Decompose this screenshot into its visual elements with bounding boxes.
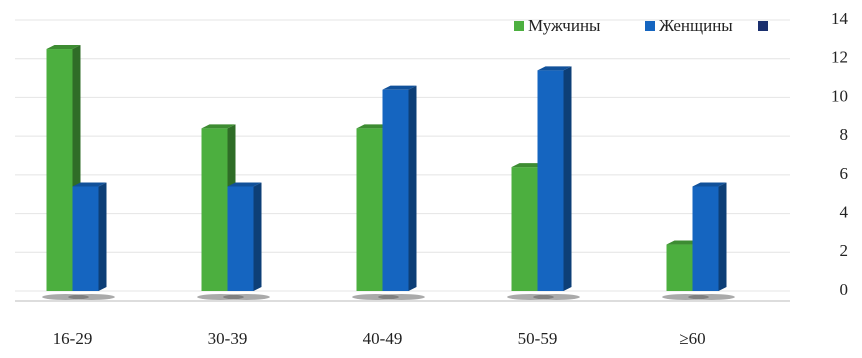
y-tick-label: 10	[831, 86, 848, 105]
y-tick-label: 2	[840, 241, 849, 260]
bar-front	[227, 186, 254, 291]
bar-shadow	[68, 294, 115, 300]
bar-top	[356, 124, 391, 129]
y-tick-label: 14	[831, 9, 849, 28]
bar-front	[201, 128, 228, 291]
bar-top	[201, 124, 236, 129]
y-tick-label: 4	[840, 202, 849, 221]
bar	[223, 182, 270, 300]
bar-top	[537, 66, 572, 71]
legend-swatch	[645, 21, 655, 31]
bar-shadow	[378, 294, 425, 300]
bar-front	[382, 89, 409, 291]
bar-top	[227, 182, 262, 187]
bar-top	[692, 182, 727, 187]
bar-front	[72, 186, 99, 291]
x-tick-label: ≥60	[679, 329, 705, 348]
bar-front	[356, 128, 383, 291]
x-tick-label: 30-39	[208, 329, 248, 348]
bar-side	[563, 66, 572, 291]
bar-side	[718, 182, 727, 291]
bar	[688, 182, 735, 300]
bar-shadow	[688, 294, 735, 300]
bar-top	[72, 182, 107, 187]
y-tick-label: 0	[840, 280, 849, 299]
bar-front	[692, 186, 719, 291]
bar-top	[666, 240, 701, 245]
legend-swatch	[758, 21, 768, 31]
bar-front	[46, 49, 73, 292]
bar-front	[537, 70, 564, 291]
legend-swatch	[514, 21, 524, 31]
bar-shadow	[223, 294, 270, 300]
bar	[533, 66, 580, 300]
bar-top	[382, 85, 417, 90]
x-tick-label: 50-59	[518, 329, 558, 348]
bar-top	[46, 45, 81, 50]
bar-side	[253, 182, 262, 291]
bar-front	[511, 167, 538, 291]
y-tick-label: 6	[840, 164, 849, 183]
bar	[68, 182, 115, 300]
y-tick-label: 8	[840, 125, 849, 144]
bar-front	[666, 244, 693, 291]
bar	[378, 85, 425, 300]
y-tick-label: 12	[831, 48, 848, 67]
bar-shadow	[533, 294, 580, 300]
bar-side	[98, 182, 107, 291]
legend-label: Мужчины	[528, 16, 601, 35]
x-tick-label: 16-29	[53, 329, 93, 348]
bar-top	[511, 163, 546, 168]
bar-side	[408, 85, 417, 291]
x-tick-label: 40-49	[363, 329, 403, 348]
legend-label: Женщины	[659, 16, 733, 35]
